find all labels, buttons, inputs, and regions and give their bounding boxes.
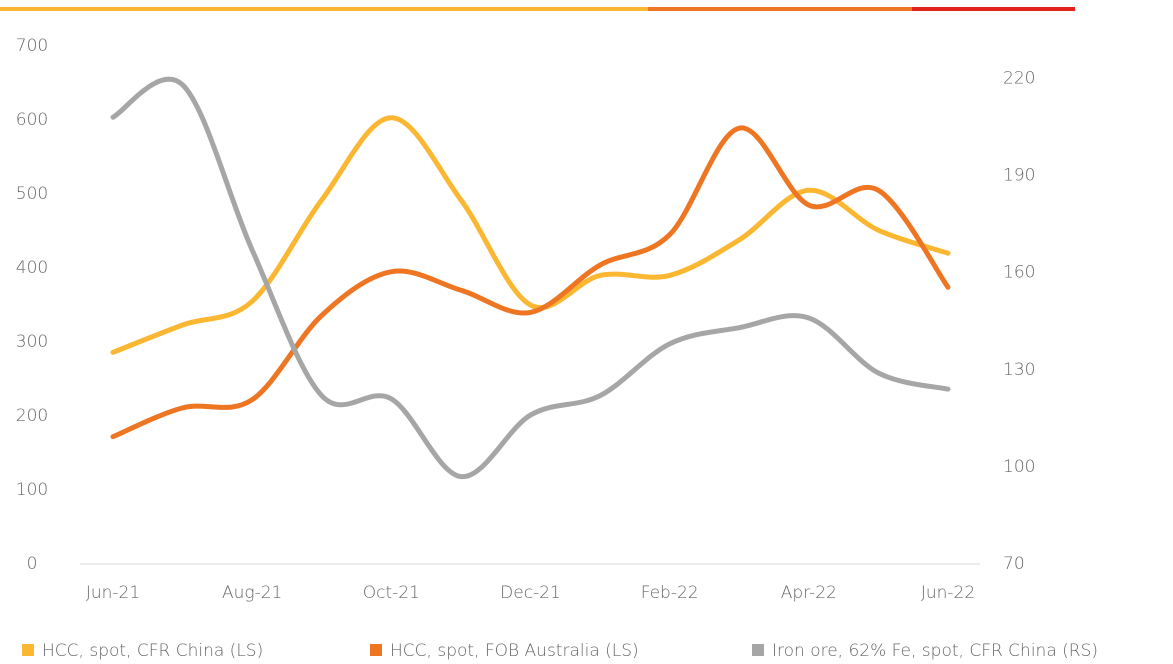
legend-swatch bbox=[22, 644, 34, 656]
legend-label: HCC, spot, CFR China (LS) bbox=[42, 641, 263, 661]
series-line bbox=[110, 125, 951, 440]
x-tick-label: Apr-22 bbox=[781, 583, 837, 603]
y-tick-label: 100 bbox=[16, 480, 48, 500]
legend-swatch bbox=[752, 644, 764, 656]
x-tick-label: Feb-22 bbox=[641, 583, 699, 603]
x-tick-label: Jun-22 bbox=[921, 583, 975, 603]
legend-label: HCC, spot, FOB Australia (LS) bbox=[390, 641, 639, 661]
y2-tick-label: 70 bbox=[1003, 554, 1025, 574]
y2-tick-label: 100 bbox=[1003, 457, 1035, 477]
x-tick-label: Aug-21 bbox=[222, 583, 282, 603]
y-tick-label: 700 bbox=[16, 36, 48, 56]
y2-tick-label: 160 bbox=[1003, 263, 1035, 283]
legend-label: Iron ore, 62% Fe, spot, CFR China (RS) bbox=[772, 641, 1098, 661]
legend-swatch bbox=[370, 644, 382, 656]
y-tick-label: 500 bbox=[16, 184, 48, 204]
y-tick-label: 400 bbox=[16, 258, 48, 278]
y-tick-label: 0 bbox=[27, 554, 38, 574]
series-line bbox=[110, 115, 951, 355]
y2-tick-label: 190 bbox=[1003, 166, 1035, 186]
x-tick-label: Dec-21 bbox=[500, 583, 561, 603]
series-line bbox=[110, 76, 951, 480]
y-tick-label: 600 bbox=[16, 110, 48, 130]
y2-tick-label: 220 bbox=[1003, 68, 1035, 88]
y-tick-label: 300 bbox=[16, 332, 48, 352]
x-tick-label: Jun-21 bbox=[86, 583, 140, 603]
x-tick-label: Oct-21 bbox=[363, 583, 420, 603]
y-tick-label: 200 bbox=[16, 406, 48, 426]
y2-tick-label: 130 bbox=[1003, 360, 1035, 380]
